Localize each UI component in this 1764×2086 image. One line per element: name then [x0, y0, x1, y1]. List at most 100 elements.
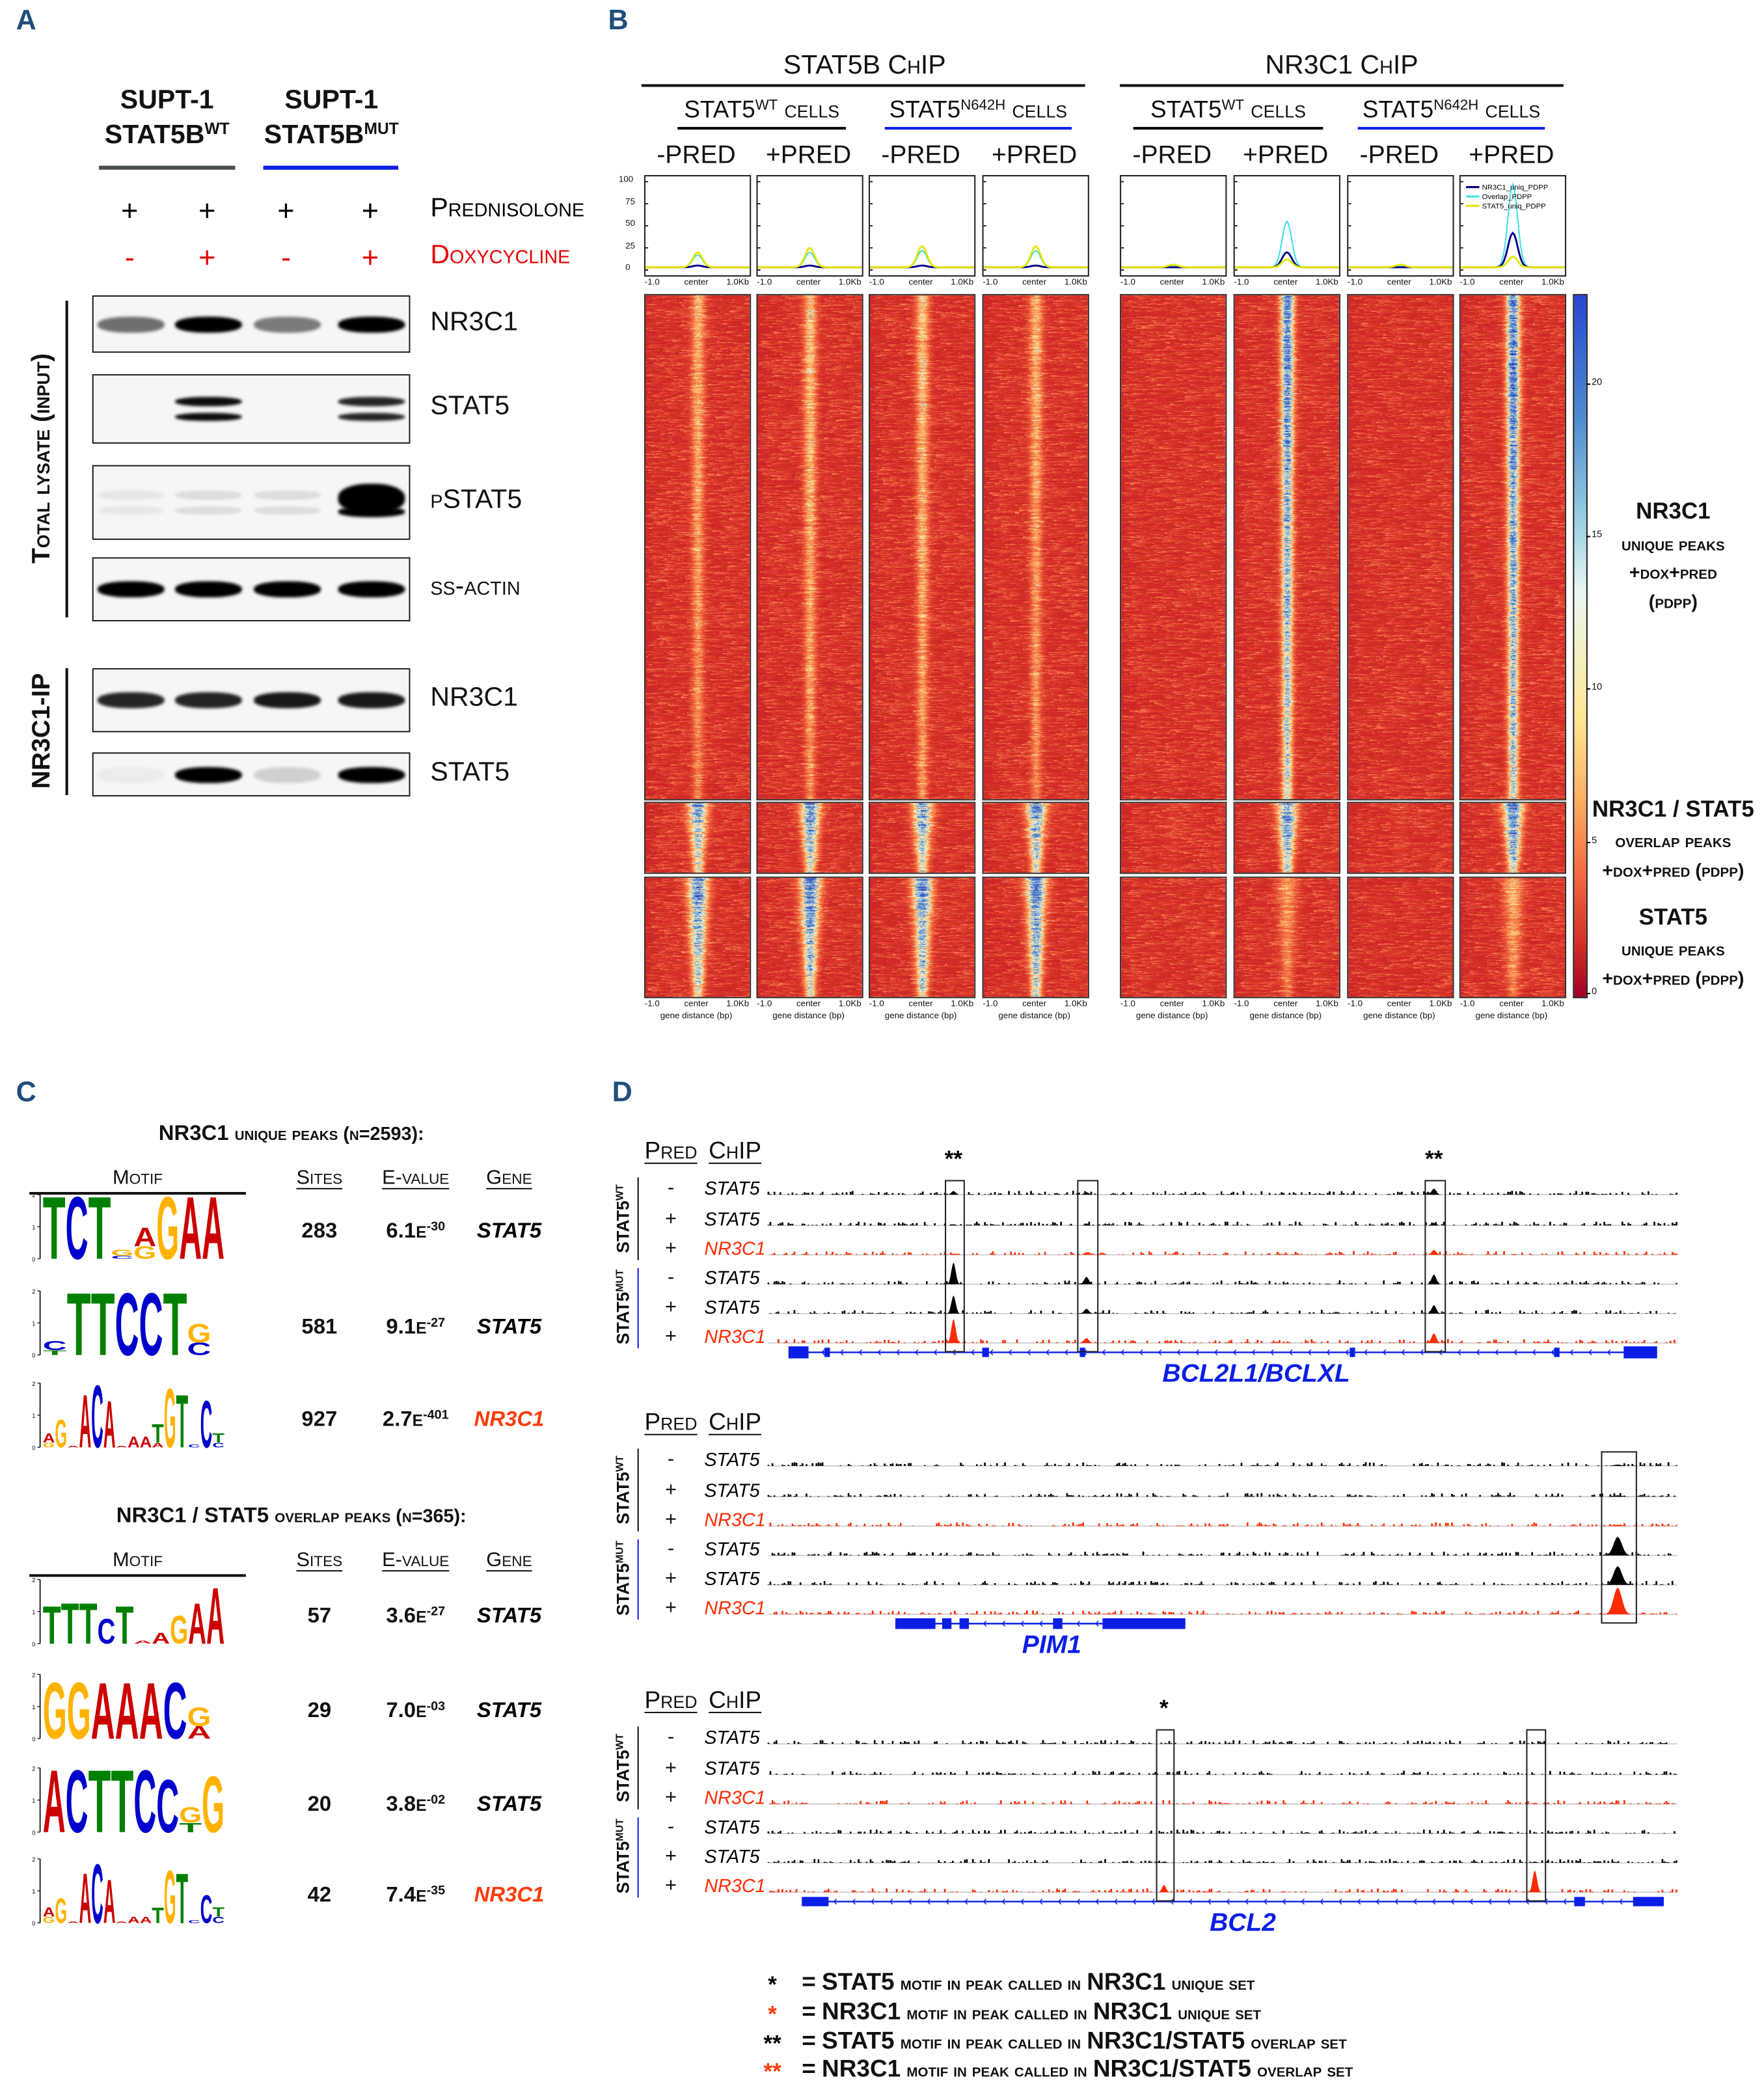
x-tick-label: -1.0	[1120, 999, 1135, 1009]
profile-svg	[757, 181, 862, 271]
logo-letter-A: A	[79, 1379, 92, 1456]
evalue-exponent: -27	[426, 1605, 446, 1619]
ip-section-bracket	[65, 668, 68, 796]
logo-letter-T: T	[176, 1379, 189, 1456]
logo-y-tick-label: 2	[32, 1765, 35, 1772]
logo-letter: A	[140, 1433, 152, 1451]
gene-exon	[1350, 1348, 1355, 1357]
track-peak	[1077, 1308, 1096, 1314]
column-header-gene: Gene	[486, 1549, 532, 1572]
group-name: STAT5	[612, 1472, 633, 1524]
logo-letter: A	[43, 1430, 55, 1445]
logo-letter: G	[67, 1666, 91, 1746]
logo-letter-G: G	[55, 1411, 67, 1456]
strand-arrow	[1551, 1349, 1555, 1356]
x-axis-label: gene distance (bp)	[660, 1011, 733, 1022]
logo-letter-T: T	[176, 1858, 189, 1930]
heatmap-stat5-unique	[1347, 876, 1454, 999]
logo-letter-A: A	[202, 1187, 224, 1267]
heatmap-overlap	[868, 802, 976, 874]
logo-letter: G	[43, 1441, 55, 1449]
track-sign: -	[667, 1266, 675, 1289]
gene-exon	[1102, 1618, 1186, 1629]
chip-group-rule	[1120, 84, 1564, 87]
blot-label: STAT5	[430, 391, 510, 421]
profile-line-NR3C1_uniq_PDPP	[1460, 231, 1565, 269]
logo-letter: T	[176, 1379, 189, 1456]
y-tick-label: 25	[625, 241, 636, 251]
track-sign: -	[667, 1448, 675, 1471]
x-tick-label: center	[1273, 999, 1298, 1009]
logo-letter: C	[156, 1764, 179, 1840]
logo-letter: T	[212, 1904, 224, 1919]
track-chip-label: NR3C1	[704, 1508, 766, 1530]
logo-letter: C	[43, 1338, 67, 1353]
profile-svg	[1121, 181, 1226, 271]
logo-letter: T	[43, 1595, 61, 1651]
logo-letter: C	[188, 1443, 200, 1448]
treatment-sign: +	[198, 240, 216, 275]
protein-band	[254, 766, 321, 783]
profile-line-STAT5_uniq_PDPP	[1234, 258, 1339, 269]
logo-letter-C: C	[188, 1919, 200, 1924]
logo-letter: A	[152, 1629, 170, 1647]
logo-letter-A: A	[140, 1433, 152, 1451]
cell-group-name: STAT5	[889, 96, 961, 123]
legend-entry: = STAT5 motif in peak called in NR3C1 un…	[802, 1968, 1255, 1996]
logo-letter-A: A	[91, 1666, 115, 1746]
heatmap-stat5-unique	[1120, 876, 1227, 999]
cell-line-bar	[98, 165, 236, 170]
heatmap-nr3c1-unique	[756, 293, 863, 801]
evalue-mantissa: 7.4	[386, 1884, 416, 1907]
track-chip-label: STAT5	[704, 1267, 760, 1288]
gene-value: STAT5	[476, 1793, 542, 1817]
logo-letter: A	[187, 1722, 211, 1742]
blot-label: NR3C1	[430, 683, 519, 712]
logo-letter: G	[187, 1701, 211, 1731]
track-signal-noise	[769, 1522, 1677, 1526]
logo-letter-A: A	[206, 1571, 224, 1651]
x-tick-label: -1.0	[1234, 999, 1249, 1009]
legend-star: **	[763, 2031, 781, 2057]
group-sup: MUT	[614, 1269, 626, 1292]
legend-factor: NR3C1	[822, 1998, 901, 2025]
heatmap-nr3c1-unique	[644, 293, 752, 801]
gene-value: STAT5	[476, 1605, 542, 1628]
logo-y-tick-label: 2	[32, 1288, 35, 1295]
motif-star: *	[1160, 1696, 1169, 1722]
logo-letter-C: C	[156, 1764, 179, 1840]
strand-arrow	[1420, 1349, 1424, 1356]
logo-letter-C: C	[66, 1187, 88, 1267]
strand-arrow	[1607, 1349, 1611, 1356]
cell-group-superscript: WT	[755, 98, 778, 114]
track-signal-noise	[769, 1309, 1676, 1314]
logo-letter: C	[91, 1375, 103, 1455]
strand-arrow	[983, 1898, 987, 1905]
group-bracket-wt	[637, 1726, 640, 1809]
logo-letter: A	[206, 1571, 224, 1651]
logo-letter: A	[128, 1433, 140, 1451]
logo-letter: C	[200, 1387, 213, 1456]
cell-group-rule	[1357, 127, 1545, 130]
logo-letter-C: C	[200, 1887, 213, 1931]
profile-plot	[644, 175, 752, 277]
evalue-exponent: -401	[423, 1408, 449, 1423]
protein-band	[175, 581, 242, 598]
track-sign: +	[665, 1236, 677, 1260]
condition-label: +PRED	[1243, 141, 1329, 170]
logo-letter-C: C	[200, 1387, 213, 1456]
gene-value: STAT5	[476, 1316, 542, 1339]
treatment-sign: -	[124, 240, 135, 275]
legend-text: motif in peak called in	[906, 2001, 1087, 2024]
protein-band	[254, 316, 321, 332]
evalue-mantissa: 9.1	[386, 1316, 416, 1339]
strand-arrow	[983, 1620, 987, 1627]
track-chip-label: NR3C1	[704, 1597, 766, 1619]
strand-arrow	[1619, 1898, 1623, 1905]
logo-letter-T: T	[43, 1349, 67, 1357]
heatmap-stat5-unique	[756, 876, 863, 999]
group-name: STAT5	[612, 1200, 633, 1253]
x-tick-label: 1.0Kb	[1541, 999, 1564, 1009]
logo-letter: G	[55, 1411, 67, 1456]
gene-name: BCL2L1/BCLXL	[1162, 1360, 1350, 1388]
